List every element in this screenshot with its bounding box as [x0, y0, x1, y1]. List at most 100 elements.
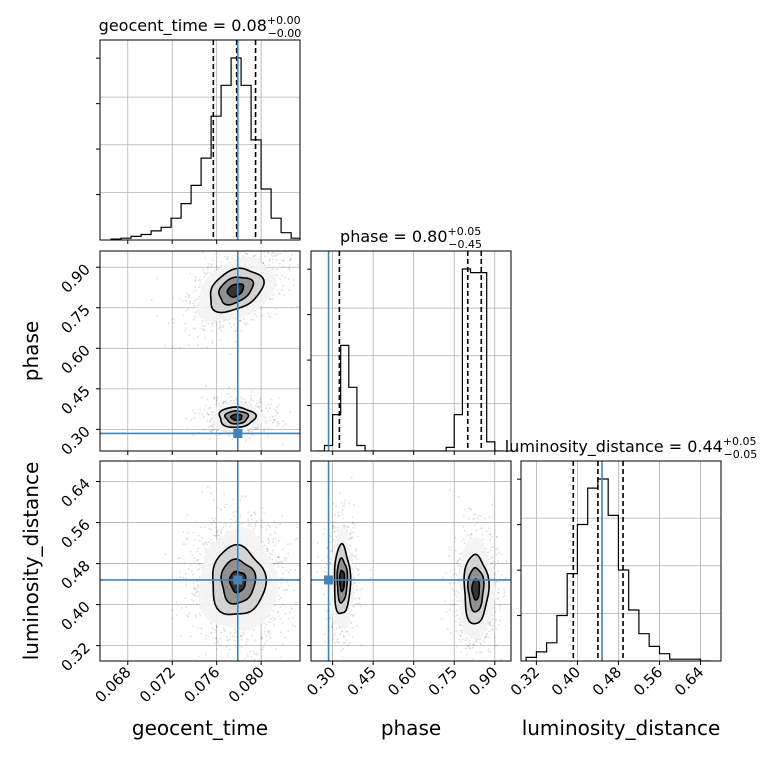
scatter-point: [226, 393, 229, 395]
scatter-point: [269, 316, 272, 318]
marginal-geocent_time-bg: [100, 40, 300, 240]
scatter-point: [193, 593, 196, 596]
scatter-point: [215, 637, 218, 640]
scatter-point: [287, 267, 290, 270]
scatter-point: [251, 518, 254, 521]
scatter-point: [291, 307, 294, 310]
scatter-point: [342, 648, 345, 650]
scatter-point: [247, 638, 249, 641]
scatter-point: [276, 253, 279, 256]
scatter-point: [256, 652, 259, 655]
scatter-point: [254, 525, 256, 528]
title-minus: −0.45: [448, 238, 482, 251]
scatter-point: [267, 621, 270, 623]
scatter-point: [226, 639, 229, 641]
scatter-point: [459, 624, 461, 627]
scatter-point: [268, 315, 271, 318]
scatter-point: [194, 412, 196, 415]
scatter-point: [356, 558, 359, 560]
scatter-point: [183, 561, 186, 564]
scatter-point: [263, 544, 266, 547]
scatter-point: [216, 648, 218, 651]
scatter-point: [254, 639, 257, 641]
scatter-point: [203, 329, 206, 332]
scatter-point: [193, 417, 196, 420]
scatter-point: [453, 590, 456, 592]
scatter-point: [473, 513, 476, 516]
scatter-point: [358, 597, 361, 600]
scatter-point: [356, 624, 358, 627]
scatter-point: [192, 600, 195, 603]
scatter-point: [274, 545, 276, 547]
scatter-point: [330, 557, 332, 560]
scatter-point: [245, 252, 248, 255]
scatter-point: [195, 591, 197, 594]
scatter-point: [472, 658, 475, 660]
scatter-point: [455, 630, 458, 633]
scatter-point: [488, 621, 491, 624]
scatter-point: [267, 403, 270, 406]
scatter-point: [184, 295, 187, 298]
scatter-point: [221, 402, 224, 405]
scatter-point: [211, 429, 214, 432]
scatter-point: [250, 514, 253, 517]
scatter-point: [349, 533, 351, 535]
scatter-point: [271, 259, 274, 261]
scatter-point: [332, 638, 335, 640]
scatter-point: [456, 600, 459, 603]
scatter-point: [355, 567, 358, 570]
scatter-point: [264, 422, 267, 425]
scatter-point: [196, 603, 199, 606]
scatter-point: [207, 413, 210, 416]
scatter-point: [445, 572, 447, 574]
scatter-point: [203, 544, 205, 546]
scatter-point: [487, 636, 490, 638]
scatter-point: [269, 621, 271, 624]
scatter-point: [499, 608, 501, 611]
scatter-point: [257, 245, 259, 247]
scatter-point: [178, 298, 181, 300]
scatter-point: [336, 529, 339, 532]
scatter-point: [316, 571, 319, 574]
scatter-point: [326, 546, 329, 549]
marginal-luminosity_distance-bg: [521, 461, 721, 661]
scatter-point: [252, 650, 254, 653]
scatter-point: [455, 620, 457, 623]
y-tick-label: 0.32: [57, 639, 93, 675]
scatter-point: [179, 576, 182, 578]
scatter-point: [268, 264, 270, 266]
scatter-point: [184, 597, 187, 600]
scatter-point: [193, 586, 196, 589]
scatter-point: [212, 429, 215, 431]
scatter-point: [451, 604, 454, 606]
scatter-point: [183, 664, 185, 666]
scatter-point: [468, 645, 470, 648]
scatter-point: [204, 273, 207, 275]
scatter-point: [481, 527, 483, 529]
scatter-point: [228, 434, 230, 436]
scatter-point: [223, 627, 225, 630]
scatter-point: [489, 650, 491, 653]
scatter-point: [241, 522, 244, 525]
scatter-point: [289, 410, 292, 413]
scatter-point: [502, 596, 504, 599]
scatter-point: [204, 336, 206, 339]
scatter-point: [282, 420, 285, 422]
scatter-point: [275, 254, 278, 257]
scatter-point: [229, 353, 232, 355]
scatter-point: [243, 317, 245, 320]
scatter-point: [196, 584, 199, 587]
scatter-point: [333, 530, 336, 533]
scatter-point: [330, 550, 333, 553]
scatter-point: [337, 514, 340, 517]
scatter-point: [485, 530, 488, 532]
scatter-point: [355, 585, 358, 588]
scatter-point: [205, 320, 208, 323]
scatter-point: [281, 514, 284, 517]
scatter-point: [186, 614, 189, 617]
scatter-point: [460, 540, 463, 542]
scatter-point: [253, 527, 256, 530]
scatter-point: [471, 674, 473, 676]
scatter-point: [483, 635, 486, 638]
scatter-point: [219, 326, 221, 328]
